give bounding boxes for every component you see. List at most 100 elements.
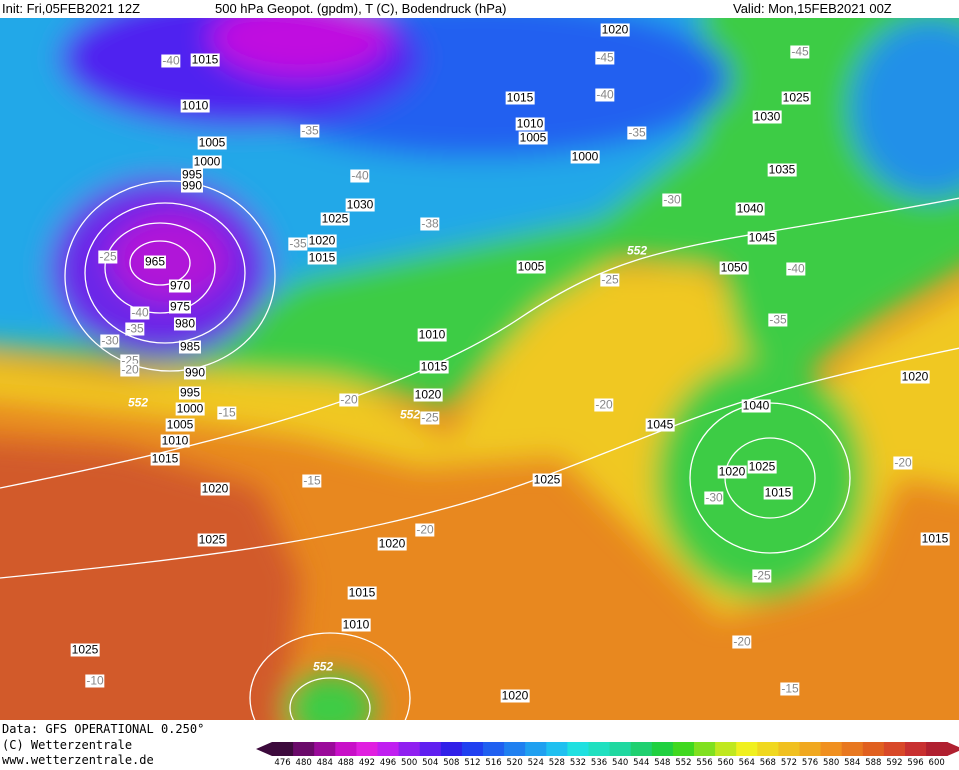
temperature-label: -40 — [161, 53, 181, 68]
color-bar-label: 488 — [338, 758, 354, 768]
geopotential-label: 552 — [399, 407, 421, 422]
temperature-label: -25 — [420, 410, 440, 425]
pressure-label: 1025 — [532, 472, 562, 487]
pressure-label: 1005 — [197, 135, 227, 150]
header: Init: Fri,05FEB2021 12Z 500 hPa Geopot. … — [0, 0, 959, 18]
color-bar-arrow-right — [947, 742, 959, 756]
geopotential-label: 552 — [626, 243, 648, 258]
pressure-label: 1020 — [200, 481, 230, 496]
color-box — [398, 742, 421, 756]
color-box — [736, 742, 758, 756]
color-bar-label: 600 — [929, 758, 945, 768]
color-bar-label: 536 — [591, 758, 607, 768]
pressure-label: 1015 — [763, 485, 793, 500]
pressure-label: 1005 — [516, 259, 546, 274]
temperature-label: -20 — [594, 397, 614, 412]
temperature-label: -25 — [98, 249, 118, 264]
temperature-label: -20 — [415, 522, 435, 537]
color-bar-label: 588 — [865, 758, 881, 768]
color-box — [314, 742, 336, 756]
color-bar-label: 544 — [633, 758, 649, 768]
color-box — [905, 742, 927, 756]
temperature-label: -35 — [125, 321, 145, 336]
map-title: 500 hPa Geopot. (gpdm), T (C), Bodendruc… — [215, 1, 507, 16]
color-box — [525, 742, 547, 756]
pressure-label: 990 — [180, 178, 204, 193]
color-bar-label: 576 — [802, 758, 818, 768]
pressure-label: 1015 — [920, 531, 950, 546]
color-bar-label: 504 — [422, 758, 438, 768]
color-box — [546, 742, 568, 756]
color-box — [862, 742, 885, 756]
color-box — [778, 742, 800, 756]
color-box — [799, 742, 822, 756]
pressure-label: 1005 — [518, 130, 548, 145]
pressure-label: 1010 — [160, 433, 190, 448]
pressure-label: 975 — [168, 299, 192, 314]
color-box — [483, 742, 505, 756]
color-box — [630, 742, 653, 756]
color-bar-label: 596 — [907, 758, 923, 768]
color-box — [841, 742, 864, 756]
color-box — [356, 742, 378, 756]
temperature-label: -40 — [595, 87, 615, 102]
pressure-label: 990 — [183, 365, 207, 380]
color-bar-label: 548 — [654, 758, 670, 768]
color-box — [588, 742, 611, 756]
pressure-label: 1015 — [190, 52, 220, 67]
color-bar-label: 572 — [781, 758, 797, 768]
color-box — [272, 742, 294, 756]
color-box — [926, 742, 948, 756]
temperature-field — [0, 18, 959, 720]
pressure-label: 1015 — [307, 250, 337, 265]
pressure-label: 1020 — [717, 464, 747, 479]
valid-time: Valid: Mon,15FEB2021 00Z — [733, 1, 892, 16]
color-box — [567, 742, 589, 756]
color-box — [757, 742, 779, 756]
pressure-label: 1025 — [747, 459, 777, 474]
pressure-label: 985 — [178, 339, 202, 354]
pressure-label: 1005 — [165, 417, 195, 432]
pressure-label: 1035 — [767, 162, 797, 177]
color-bar-label: 584 — [844, 758, 860, 768]
pressure-label: 1015 — [347, 585, 377, 600]
temperature-label: -35 — [627, 125, 647, 140]
geopotential-label: 552 — [127, 395, 149, 410]
color-bar-label: 528 — [549, 758, 565, 768]
pressure-label: 1025 — [320, 211, 350, 226]
pressure-label: 1025 — [197, 532, 227, 547]
pressure-label: 1040 — [741, 398, 771, 413]
color-bar-label: 532 — [570, 758, 586, 768]
color-box — [419, 742, 442, 756]
temperature-label: -15 — [302, 473, 322, 488]
temperature-label: -30 — [704, 490, 724, 505]
temperature-label: -45 — [790, 44, 810, 59]
color-bar-label: 552 — [675, 758, 691, 768]
color-box — [440, 742, 463, 756]
temperature-label: -20 — [732, 634, 752, 649]
temperature-label: -10 — [85, 673, 105, 688]
pressure-label: 1010 — [180, 98, 210, 113]
color-box — [293, 742, 315, 756]
color-bar-label: 556 — [696, 758, 712, 768]
pressure-label: 1015 — [505, 90, 535, 105]
pressure-label: 1000 — [570, 149, 600, 164]
temperature-label: -40 — [786, 261, 806, 276]
pressure-label: 995 — [180, 167, 204, 182]
color-bar-label: 484 — [317, 758, 333, 768]
pressure-label: 1010 — [515, 116, 545, 131]
color-box — [694, 742, 716, 756]
pressure-label: 1000 — [192, 154, 222, 169]
pressure-label: 1030 — [752, 109, 782, 124]
color-bar: 476 480 484 488 492 496 500 504 508 512 516 520 524 5… — [256, 742, 959, 768]
pressure-label: 1020 — [307, 233, 337, 248]
color-bar-label: 524 — [528, 758, 544, 768]
pressure-label: 1045 — [747, 230, 777, 245]
color-box — [461, 742, 484, 756]
pressure-label: 970 — [168, 278, 192, 293]
footer: Data: GFS OPERATIONAL 0.250° (C) Wetterz… — [2, 722, 204, 769]
temperature-label: -15 — [780, 681, 800, 696]
pressure-label: 1020 — [600, 22, 630, 37]
color-bar-label: 500 — [401, 758, 417, 768]
